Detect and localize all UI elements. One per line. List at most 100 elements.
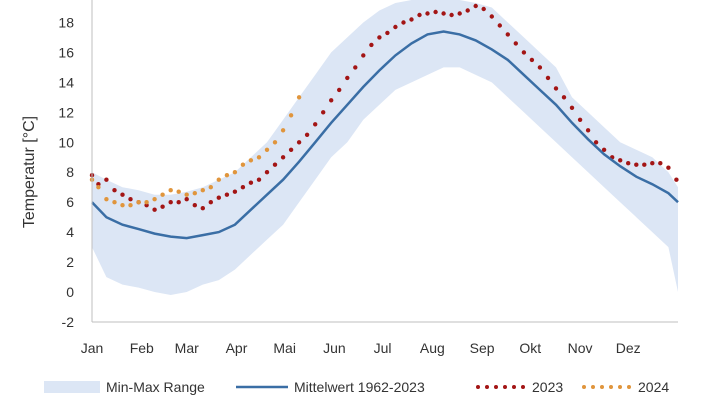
- point-2023: [593, 140, 599, 145]
- point-2023: [160, 204, 165, 209]
- legend-dot: [582, 385, 586, 389]
- point-2023: [393, 24, 398, 30]
- point-2023: [176, 200, 181, 205]
- point-2023: [272, 162, 278, 167]
- legend-range-swatch: [44, 381, 100, 393]
- point-2023: [112, 188, 117, 193]
- point-2024: [104, 197, 109, 202]
- y-tick-label: 10: [58, 134, 74, 150]
- point-2023: [658, 161, 663, 166]
- point-2023: [409, 17, 414, 22]
- point-2023: [497, 23, 502, 28]
- y-axis-label: Temperatur [°C]: [21, 116, 38, 228]
- point-2023: [634, 162, 639, 167]
- point-2024: [208, 185, 213, 190]
- x-tick-label: Mar: [175, 340, 199, 356]
- y-tick-label: 16: [58, 44, 74, 60]
- point-2023: [569, 105, 575, 111]
- point-2023: [425, 11, 430, 16]
- point-2023: [369, 42, 374, 48]
- legend-dot: [476, 385, 480, 389]
- point-2023: [577, 117, 583, 123]
- y-tick-label: -2: [62, 314, 75, 330]
- point-2024: [200, 188, 205, 193]
- point-2023: [473, 3, 478, 9]
- point-2023: [618, 158, 623, 163]
- point-2023: [642, 162, 647, 167]
- point-2023: [264, 170, 270, 175]
- point-2023: [224, 192, 230, 197]
- point-2024: [264, 147, 270, 152]
- min-max-range-area: [92, 0, 678, 295]
- point-2024: [144, 200, 149, 205]
- point-2024: [160, 192, 165, 197]
- point-2024: [296, 95, 302, 100]
- point-2023: [128, 197, 133, 202]
- point-2023: [449, 12, 454, 18]
- point-2023: [256, 177, 262, 182]
- point-2024: [168, 188, 173, 193]
- point-2023: [313, 122, 318, 127]
- x-tick-label: Sep: [470, 340, 495, 356]
- point-2023: [417, 12, 422, 18]
- legend-dot: [600, 385, 604, 389]
- point-2024: [240, 162, 246, 167]
- legend-2024-swatch: [582, 385, 631, 389]
- point-2023: [457, 11, 462, 16]
- x-tick-label: Jul: [374, 340, 392, 356]
- legend-dot: [494, 385, 498, 389]
- legend-dot: [591, 385, 595, 389]
- legend-dot: [485, 385, 489, 389]
- point-2023: [513, 41, 518, 46]
- y-tick-label: 2: [66, 254, 74, 270]
- point-2023: [280, 155, 286, 160]
- legend-dot: [618, 385, 622, 389]
- point-2023: [296, 140, 302, 145]
- point-2024: [176, 189, 181, 194]
- point-2024: [272, 140, 278, 145]
- point-2024: [184, 192, 189, 197]
- point-2023: [529, 57, 535, 63]
- point-2023: [601, 147, 607, 152]
- point-2023: [232, 189, 238, 194]
- point-2024: [112, 200, 117, 205]
- point-2023: [553, 86, 559, 91]
- x-tick-label: Mai: [273, 340, 296, 356]
- point-2023: [545, 75, 551, 81]
- point-2023: [329, 98, 334, 103]
- legend-dot: [627, 385, 631, 389]
- plot-area: [89, 0, 679, 295]
- point-2023: [585, 128, 591, 133]
- point-2023: [304, 132, 310, 137]
- point-2024: [224, 173, 230, 178]
- y-tick-label: 4: [66, 224, 74, 240]
- point-2023: [489, 14, 494, 19]
- point-2024: [232, 170, 238, 175]
- point-2023: [626, 161, 631, 166]
- y-tick-labels: -2 0 2 4 6 8 10 12 14 16 18: [58, 14, 74, 330]
- y-tick-label: 0: [66, 284, 74, 300]
- point-2023: [537, 65, 543, 70]
- point-2023: [521, 50, 527, 55]
- point-2023: [345, 75, 350, 81]
- point-2024: [280, 128, 286, 133]
- point-2023: [120, 192, 125, 197]
- legend: Min-Max Range Mittelwert 1962-2023 2023 …: [44, 379, 669, 395]
- mean-line: [91, 30, 679, 240]
- y-tick-label: 8: [66, 164, 74, 180]
- point-2024: [288, 113, 294, 118]
- y-tick-label: 14: [58, 74, 74, 90]
- point-2023: [561, 95, 567, 100]
- x-tick-label: Aug: [420, 340, 445, 356]
- y-tick-label: 18: [58, 14, 74, 30]
- x-tick-label: Okt: [519, 340, 541, 356]
- point-2023: [674, 177, 679, 182]
- x-tick-label: Feb: [130, 340, 154, 356]
- legend-mean-label: Mittelwert 1962-2023: [294, 379, 425, 395]
- point-2024: [128, 203, 133, 208]
- point-2023: [465, 8, 470, 13]
- point-2023: [240, 185, 246, 190]
- point-2024: [136, 200, 141, 205]
- point-2023: [385, 30, 390, 36]
